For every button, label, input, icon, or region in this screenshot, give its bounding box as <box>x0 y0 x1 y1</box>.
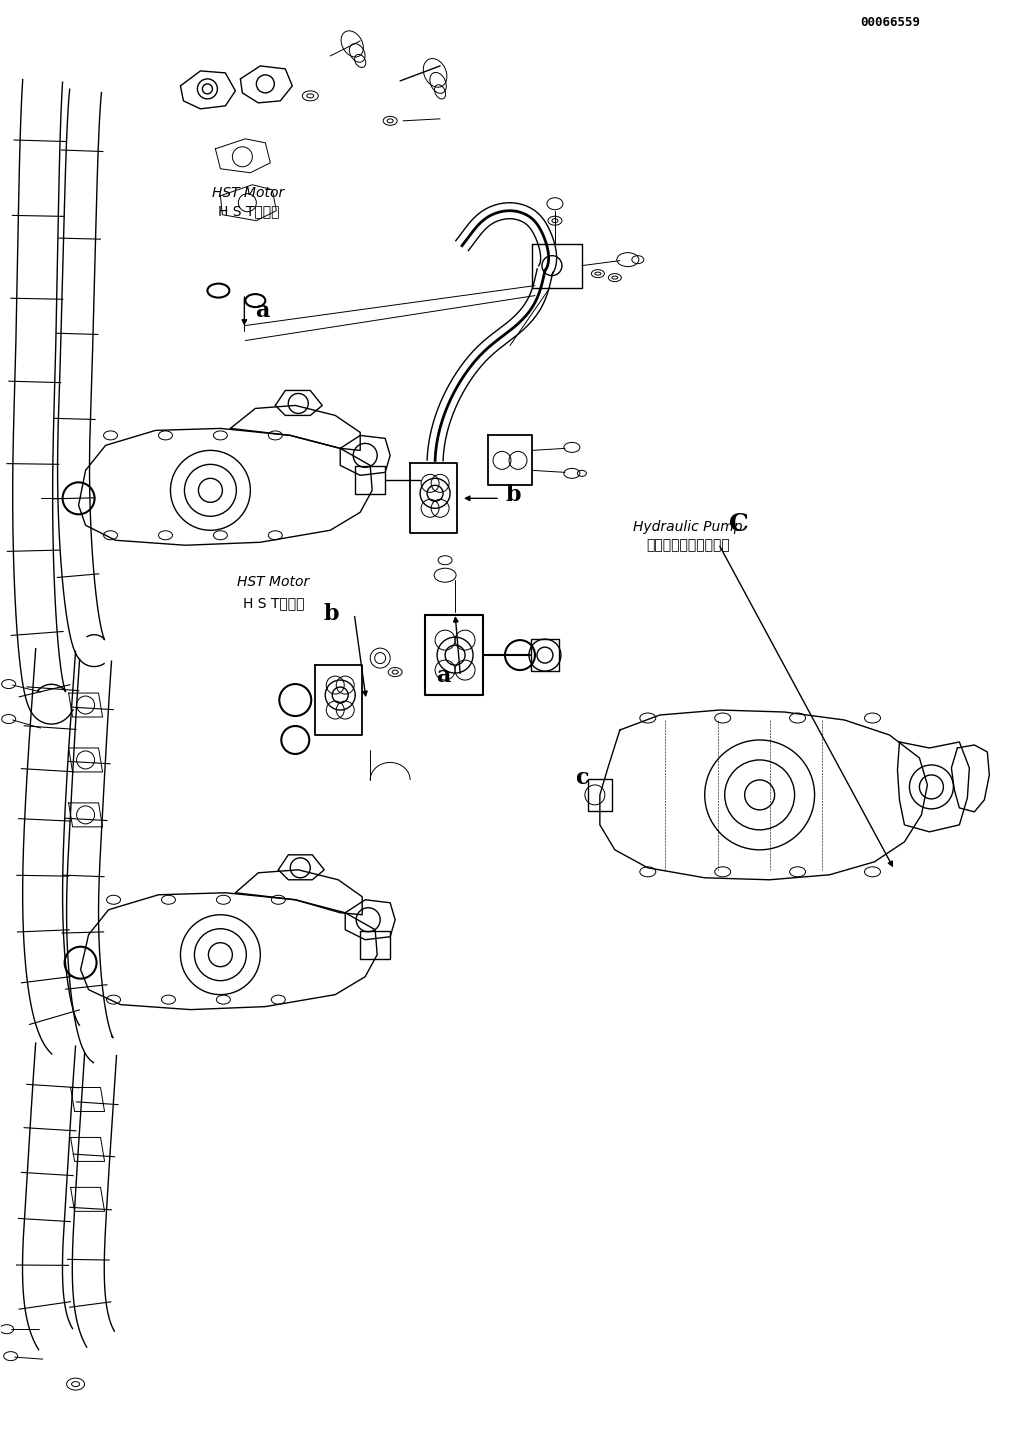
Text: b: b <box>504 484 520 506</box>
Bar <box>531 640 558 672</box>
Text: H S Tモータ: H S Tモータ <box>243 596 304 611</box>
Text: ハイドロリックポンプ: ハイドロリックポンプ <box>645 538 729 553</box>
Text: 00066559: 00066559 <box>859 16 919 29</box>
Text: HST Motor: HST Motor <box>238 574 309 589</box>
Text: Hydraulic Pump: Hydraulic Pump <box>633 519 742 534</box>
Text: H S Tモータ: H S Tモータ <box>217 205 279 218</box>
Bar <box>355 467 385 494</box>
Text: a: a <box>255 300 270 321</box>
Text: c: c <box>574 766 588 790</box>
Text: a: a <box>436 664 450 688</box>
Bar <box>587 779 612 811</box>
Text: HST Motor: HST Motor <box>212 186 284 199</box>
Text: b: b <box>324 603 339 625</box>
Bar <box>360 931 390 958</box>
Text: C: C <box>728 512 748 535</box>
